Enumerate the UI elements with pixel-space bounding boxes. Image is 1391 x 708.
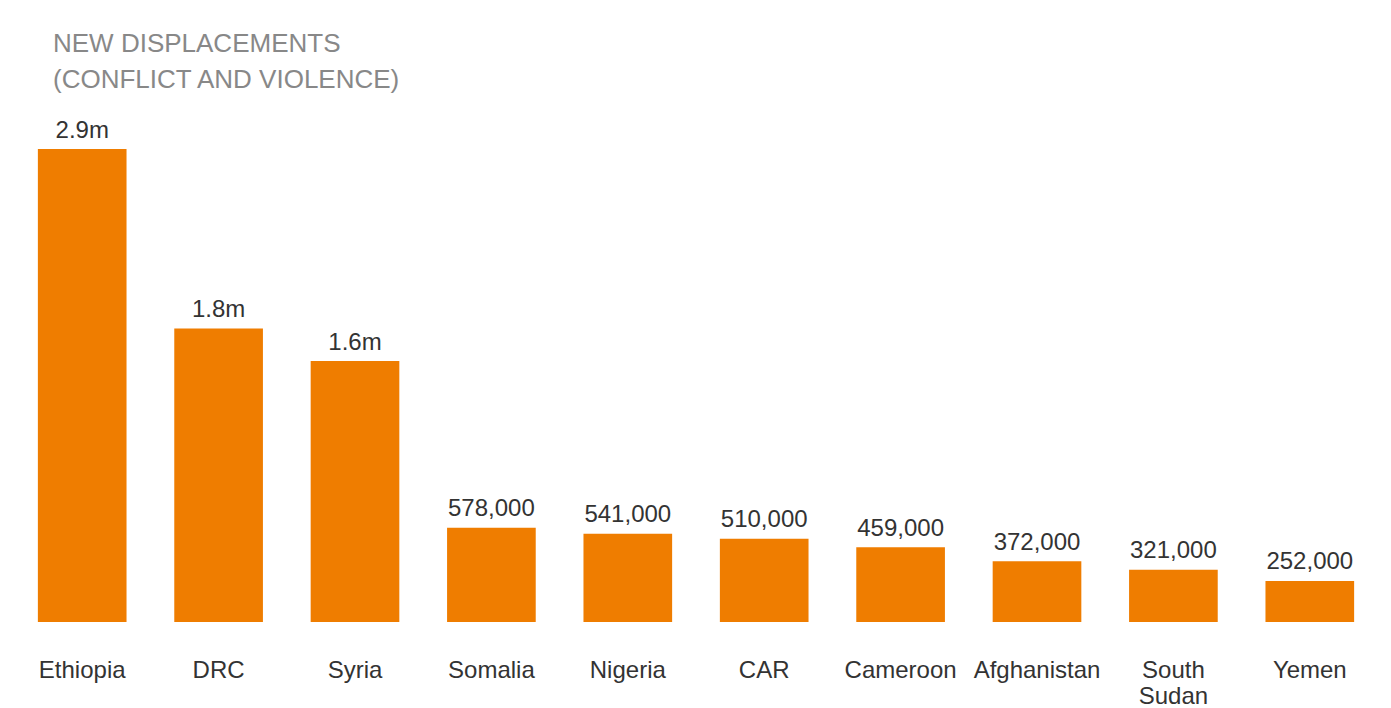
svg-text:Yemen: Yemen — [1273, 656, 1347, 683]
svg-text:510,000: 510,000 — [721, 505, 808, 532]
svg-text:Cameroon: Cameroon — [845, 656, 957, 683]
svg-text:NEW DISPLACEMENTS: NEW DISPLACEMENTS — [53, 28, 341, 58]
svg-text:1.6m: 1.6m — [328, 328, 381, 355]
svg-text:(CONFLICT AND VIOLENCE): (CONFLICT AND VIOLENCE) — [53, 64, 399, 94]
svg-text:Somalia: Somalia — [448, 656, 535, 683]
svg-text:1.8m: 1.8m — [192, 295, 245, 322]
svg-text:DRC: DRC — [193, 656, 245, 683]
svg-text:Nigeria: Nigeria — [590, 656, 667, 683]
svg-text:CAR: CAR — [739, 656, 790, 683]
svg-text:321,000: 321,000 — [1130, 536, 1217, 563]
svg-text:Sudan: Sudan — [1139, 682, 1208, 708]
svg-text:578,000: 578,000 — [448, 494, 535, 521]
svg-text:459,000: 459,000 — [857, 514, 944, 541]
svg-text:372,000: 372,000 — [994, 528, 1081, 555]
svg-text:Afghanistan: Afghanistan — [974, 656, 1101, 683]
svg-text:Syria: Syria — [328, 656, 383, 683]
svg-text:South: South — [1142, 656, 1205, 683]
svg-text:2.9m: 2.9m — [56, 116, 109, 143]
svg-text:252,000: 252,000 — [1266, 547, 1353, 574]
svg-text:541,000: 541,000 — [584, 500, 671, 527]
svg-text:Ethiopia: Ethiopia — [39, 656, 126, 683]
